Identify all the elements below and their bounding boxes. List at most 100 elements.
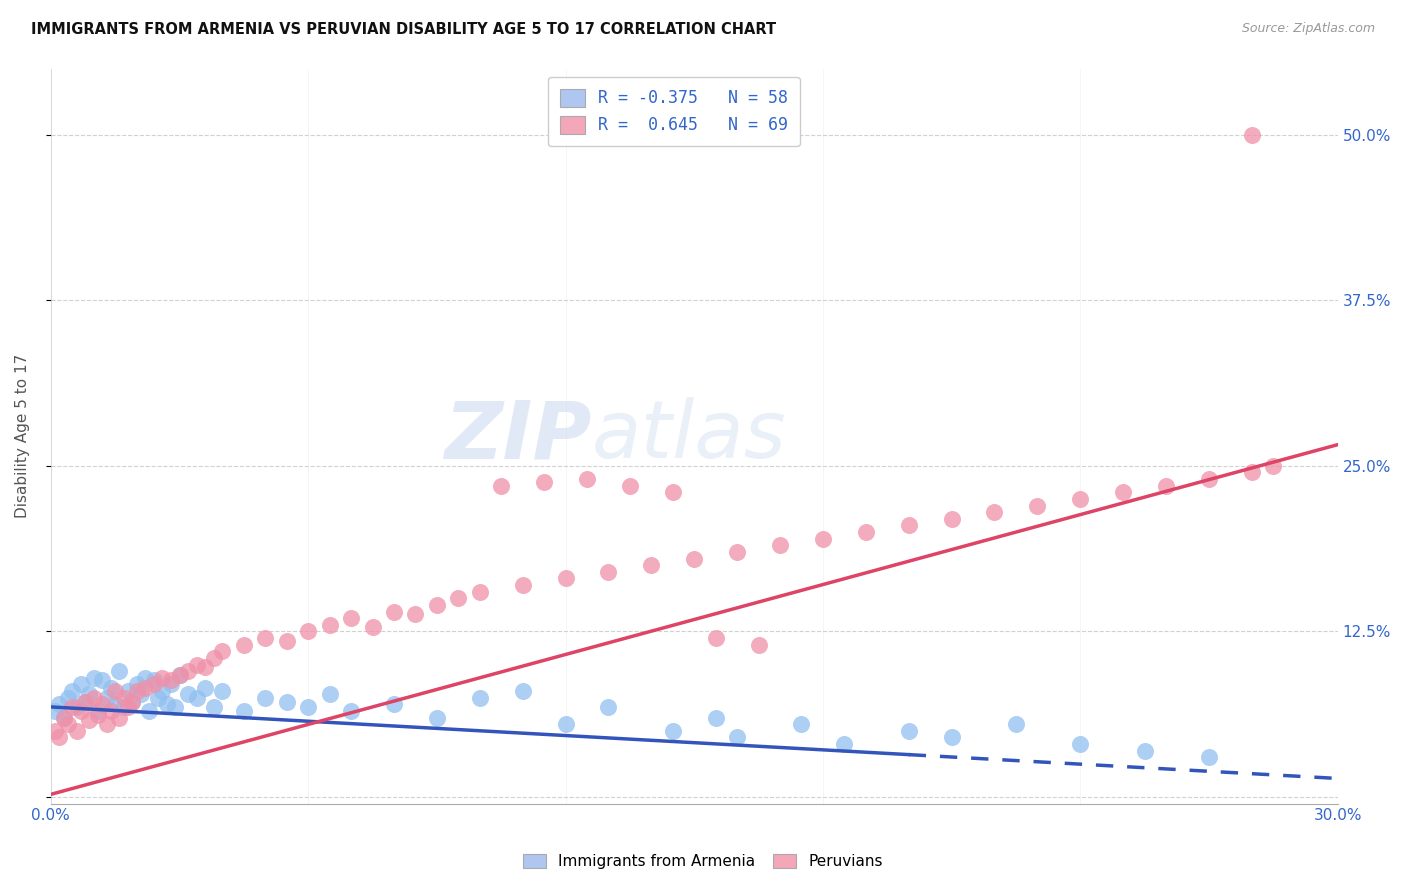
Point	[619, 479, 641, 493]
Point	[70, 704, 93, 718]
Point	[56, 717, 79, 731]
Point	[202, 651, 225, 665]
Point	[1069, 737, 1091, 751]
Point	[48, 731, 70, 745]
Point	[44, 723, 66, 738]
Point	[941, 512, 963, 526]
Point	[165, 700, 187, 714]
Point	[1112, 485, 1135, 500]
Point	[598, 565, 620, 579]
Text: Source: ZipAtlas.com: Source: ZipAtlas.com	[1241, 22, 1375, 36]
Point	[79, 713, 101, 727]
Point	[640, 558, 662, 573]
Point	[60, 684, 83, 698]
Point	[318, 617, 340, 632]
Point	[276, 695, 298, 709]
Point	[129, 687, 152, 701]
Point	[211, 684, 233, 698]
Point	[146, 690, 169, 705]
Point	[426, 710, 449, 724]
Point	[44, 704, 66, 718]
Point	[748, 638, 770, 652]
Point	[297, 624, 319, 639]
Text: IMMIGRANTS FROM ARMENIA VS PERUVIAN DISABILITY AGE 5 TO 17 CORRELATION CHART: IMMIGRANTS FROM ARMENIA VS PERUVIAN DISA…	[31, 22, 776, 37]
Point	[96, 690, 118, 705]
Point	[87, 704, 110, 718]
Point	[91, 673, 114, 688]
Point	[468, 584, 491, 599]
Text: atlas: atlas	[592, 397, 786, 475]
Point	[318, 687, 340, 701]
Text: ZIP: ZIP	[444, 397, 592, 475]
Point	[202, 700, 225, 714]
Point	[211, 644, 233, 658]
Point	[117, 700, 139, 714]
Point	[169, 668, 191, 682]
Point	[160, 677, 183, 691]
Point	[75, 695, 97, 709]
Point	[489, 479, 512, 493]
Point	[382, 698, 405, 712]
Point	[447, 591, 470, 606]
Point	[254, 690, 277, 705]
Point	[1154, 479, 1177, 493]
Point	[75, 695, 97, 709]
Legend: Immigrants from Armenia, Peruvians: Immigrants from Armenia, Peruvians	[517, 847, 889, 875]
Point	[811, 532, 834, 546]
Point	[142, 673, 165, 688]
Point	[725, 545, 748, 559]
Point	[125, 677, 148, 691]
Point	[91, 698, 114, 712]
Point	[52, 710, 75, 724]
Point	[134, 671, 156, 685]
Point	[725, 731, 748, 745]
Point	[104, 698, 127, 712]
Point	[468, 690, 491, 705]
Point	[150, 684, 173, 698]
Point	[533, 475, 555, 489]
Point	[426, 598, 449, 612]
Point	[340, 611, 363, 625]
Point	[704, 631, 727, 645]
Point	[897, 723, 920, 738]
Point	[108, 664, 131, 678]
Point	[662, 723, 685, 738]
Point	[662, 485, 685, 500]
Point	[186, 657, 208, 672]
Point	[156, 698, 179, 712]
Point	[404, 607, 426, 622]
Point	[177, 664, 200, 678]
Point	[194, 660, 217, 674]
Point	[554, 717, 576, 731]
Point	[1240, 466, 1263, 480]
Point	[1198, 750, 1220, 764]
Point	[65, 700, 87, 714]
Point	[855, 525, 877, 540]
Point	[254, 631, 277, 645]
Point	[121, 695, 143, 709]
Point	[683, 551, 706, 566]
Point	[834, 737, 856, 751]
Point	[1263, 458, 1285, 473]
Point	[1198, 472, 1220, 486]
Point	[87, 707, 110, 722]
Point	[512, 578, 534, 592]
Point	[704, 710, 727, 724]
Point	[60, 700, 83, 714]
Point	[232, 704, 254, 718]
Point	[276, 633, 298, 648]
Point	[48, 698, 70, 712]
Point	[983, 505, 1005, 519]
Point	[134, 681, 156, 696]
Point	[83, 690, 105, 705]
Point	[361, 620, 384, 634]
Point	[1069, 491, 1091, 506]
Point	[297, 700, 319, 714]
Point	[194, 681, 217, 696]
Point	[1133, 744, 1156, 758]
Point	[125, 684, 148, 698]
Point	[112, 700, 135, 714]
Point	[79, 687, 101, 701]
Point	[52, 710, 75, 724]
Point	[575, 472, 598, 486]
